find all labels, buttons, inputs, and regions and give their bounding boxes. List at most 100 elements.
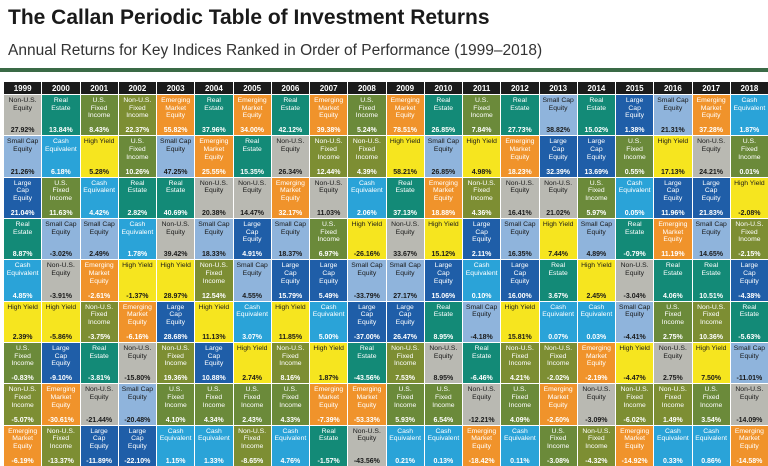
return-value: 0.07% (548, 333, 569, 341)
asset-class-label: Small Cap Equity (351, 262, 383, 277)
return-value: 10.26% (125, 168, 150, 176)
year-header: 2016 (654, 82, 692, 94)
return-value: 17.13% (661, 168, 685, 176)
asset-class-label: Cash Equivalent (236, 303, 268, 319)
asset-class-label: Large Cap Equity (586, 138, 606, 161)
year-header: 2008 (348, 82, 386, 94)
asset-class-label: Real Estate (548, 262, 568, 277)
return-value: 4.21% (509, 375, 530, 383)
asset-class-label: Small Cap Equity (542, 97, 574, 112)
asset-class-label: Large Cap Equity (127, 427, 147, 450)
return-value: 2.75% (662, 375, 683, 383)
asset-class-label: Small Cap Equity (274, 220, 307, 236)
return-value: -37.00% (353, 333, 380, 341)
return-cell: Real Estate 2.82% (118, 177, 156, 218)
asset-class-label: Non-U.S. Fixed Income (658, 386, 687, 409)
return-cell: Emerging Market Equity 34.00% (233, 95, 271, 136)
return-cell: Real Estate 40.69% (157, 177, 195, 218)
return-value: 1.38% (624, 127, 645, 135)
return-cell: Large Cap Equity -37.00% (348, 301, 386, 342)
asset-class-label: Non-U.S. Equity (391, 220, 420, 236)
return-value: -53.33% (353, 416, 380, 424)
return-cell: Small Cap Equity 38.82% (539, 95, 577, 136)
return-value: 11.03% (316, 209, 341, 217)
return-cell: Non-U.S. Equity 8.95% (424, 342, 462, 384)
return-value: 4.76% (280, 457, 301, 465)
return-value: 14.65% (699, 251, 723, 259)
return-value: 8.16% (280, 375, 301, 383)
return-cell: U.S. Fixed Income 10.26% (118, 136, 156, 177)
return-value: -8.65% (241, 457, 264, 465)
return-cell: High Yield 15.12% (424, 218, 462, 260)
return-cell: Small Cap Equity 21.31% (654, 95, 692, 136)
return-cell: Non-U.S. Equity 39.42% (157, 218, 195, 260)
return-cell: Non-U.S. Fixed Income 19.36% (157, 342, 195, 384)
asset-class-label: Non-U.S. Equity (314, 179, 343, 195)
return-value: 42.12% (278, 127, 303, 135)
return-cell: Real Estate -1.57% (310, 425, 348, 466)
asset-class-label: Large Cap Equity (433, 262, 453, 285)
return-cell: Real Estate 37.13% (386, 177, 424, 218)
asset-class-label: Small Cap Equity (580, 220, 613, 236)
return-cell: Small Cap Equity 2.49% (80, 218, 118, 260)
return-cell: Cash Equivalent 0.05% (616, 177, 654, 218)
asset-class-label: High Yield (122, 262, 153, 270)
asset-class-label: Small Cap Equity (465, 303, 498, 319)
return-value: 16.41% (508, 209, 532, 217)
return-value: -2.60% (547, 416, 570, 424)
return-value: 4.34% (203, 416, 224, 424)
return-cell: Emerging Market Equity 11.19% (654, 218, 692, 260)
asset-class-label: U.S. Fixed Income (432, 386, 455, 409)
return-cell: U.S. Fixed Income 6.97% (310, 218, 348, 260)
return-value: 2.45% (586, 292, 607, 300)
asset-class-label: High Yield (313, 344, 344, 352)
return-cell: Emerging Market Equity -2.19% (577, 342, 615, 384)
asset-class-label: Large Cap Equity (510, 262, 530, 285)
return-value: 16.35% (508, 251, 532, 259)
return-cell: Real Estate 15.02% (577, 95, 615, 136)
return-value: 15.12% (431, 251, 456, 259)
asset-class-label: Cash Equivalent (733, 97, 766, 112)
return-value: 37.96% (202, 127, 226, 135)
return-cell: Non-U.S. Equity -3.09% (577, 384, 615, 425)
asset-class-label: High Yield (198, 303, 230, 311)
asset-class-label: Non-U.S. Fixed Income (352, 138, 381, 161)
return-cell: Real Estate -3.81% (80, 342, 118, 384)
return-value: -22.10% (124, 457, 151, 465)
asset-class-label: Emerging Market Equity (352, 386, 382, 409)
asset-class-label: Small Cap Equity (657, 97, 689, 112)
return-value: 6.18% (50, 168, 71, 176)
return-cell: Real Estate 27.73% (501, 95, 539, 136)
return-value: 26.47% (393, 333, 417, 341)
asset-class-label: Real Estate (204, 97, 224, 112)
return-cell: High Yield 5.28% (80, 136, 118, 177)
return-cell: Non-U.S. Fixed Income -6.02% (616, 384, 654, 425)
return-value: -1.57% (317, 457, 340, 465)
asset-class-label: Emerging Market Equity (314, 97, 344, 120)
asset-class-label: Real Estate (471, 344, 492, 360)
return-cell: Emerging Market Equity 78.51% (386, 95, 424, 136)
return-value: 4.42% (89, 209, 110, 217)
return-cell: Non-U.S. Fixed Income 4.36% (463, 177, 501, 218)
return-value: -3.91% (49, 292, 72, 300)
asset-class-label: High Yield (236, 344, 268, 352)
return-value: -12.21% (468, 416, 495, 424)
return-value: 22.37% (125, 127, 150, 135)
return-value: 21.83% (699, 209, 723, 217)
asset-class-label: Small Cap Equity (389, 262, 421, 277)
return-value: -5.63% (738, 333, 761, 341)
return-value: -14.09% (736, 416, 763, 424)
asset-class-label: High Yield (542, 220, 574, 228)
asset-class-label: Emerging Market Equity (696, 97, 726, 120)
return-value: 2.75% (662, 333, 683, 341)
return-value: 4.09% (509, 416, 530, 424)
return-cell: High Yield 4.98% (463, 136, 501, 177)
return-value: -4.32% (585, 457, 608, 465)
return-cell: U.S. Fixed Income 4.10% (157, 384, 195, 425)
return-value: 15.79% (278, 292, 303, 300)
asset-class-label: Non-U.S. Equity (123, 344, 152, 360)
return-cell: Large Cap Equity 15.06% (424, 260, 462, 301)
return-value: 2.43% (242, 416, 263, 424)
asset-class-label: Emerging Market Equity (161, 97, 191, 120)
return-cell: High Yield 7.50% (692, 342, 730, 384)
